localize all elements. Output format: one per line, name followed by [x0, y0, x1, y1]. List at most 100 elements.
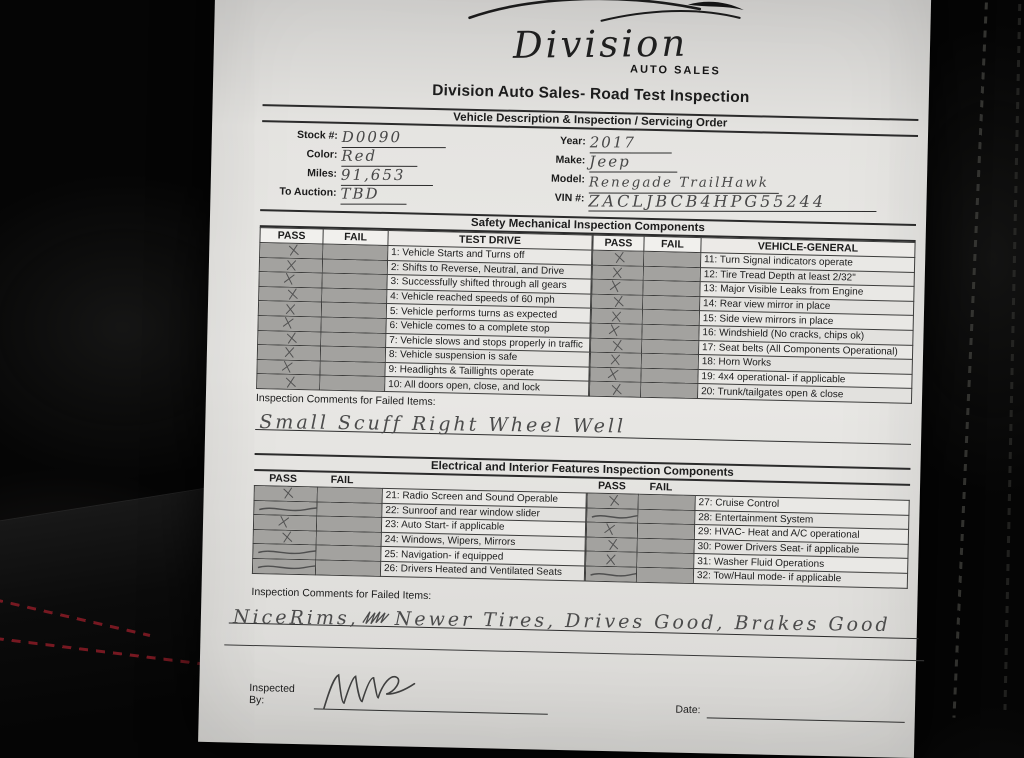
- fail-cell: [642, 309, 700, 326]
- vehicle-description-fields: Stock #: D0090 Color: Red Miles: 91,653 To …: [260, 125, 918, 216]
- pass-cell: [586, 493, 639, 509]
- pass-x-mark: [282, 488, 294, 500]
- not-applicable-squiggle-mark: [257, 504, 318, 516]
- pass-x-mark: [608, 539, 620, 551]
- pass-x-mark: [613, 296, 625, 308]
- inspected-by-label: Inspected By:: [248, 681, 295, 706]
- pass-x-mark: [281, 316, 295, 330]
- pass-x-mark: [280, 360, 294, 374]
- pass-x-mark: [285, 259, 297, 271]
- fail-cell: [315, 559, 381, 576]
- pass-cell: [252, 558, 316, 575]
- fail-cell: [640, 368, 699, 384]
- inspection-row: 28: Entertainment System: [586, 507, 909, 530]
- fail-cell: [316, 516, 382, 533]
- fail-cell: [317, 486, 383, 503]
- fail-cell: [322, 258, 388, 275]
- pass-cell: [256, 373, 320, 390]
- miles-value: 91,653: [340, 166, 433, 187]
- to-auction-value: TBD: [340, 185, 407, 205]
- comment-part-2: Newer Tires, Drives Good, Brakes Good: [394, 607, 891, 636]
- signature-row: Inspected By: Date:: [248, 661, 906, 723]
- safety-vehicle-general-table: PASS FAIL VEHICLE-GENERAL 11: Turn Signa…: [589, 235, 916, 404]
- fail-cell: [322, 244, 388, 261]
- pass-column-header: PASS: [592, 235, 645, 252]
- pass-x-mark: [603, 522, 617, 536]
- fail-cell: [321, 287, 387, 304]
- fail-cell: [643, 251, 701, 268]
- pass-x-mark: [276, 515, 290, 529]
- pass-cell: [589, 366, 642, 383]
- electrical-inspection-tables: 21: Radio Screen and Sound Operable 22: S…: [252, 485, 910, 588]
- inspection-row: 25: Navigation- if equipped: [252, 543, 585, 566]
- fail-cell: [636, 552, 694, 569]
- pass-cell: [257, 344, 321, 361]
- fail-cell: [319, 375, 385, 392]
- safety-test-drive-table: PASS FAIL TEST DRIVE 1: Vehicle Starts a…: [256, 227, 593, 397]
- fail-cell: [641, 353, 699, 370]
- pass-x-mark: [286, 288, 298, 300]
- pass-cell: [590, 352, 642, 369]
- fail-cell: [315, 545, 382, 562]
- pass-cell: [592, 264, 644, 281]
- pass-x-mark: [286, 332, 298, 344]
- brand-script-text: Division: [513, 21, 689, 67]
- fail-cell: [643, 265, 701, 282]
- scribble-crossout: [362, 610, 390, 624]
- vin-label: VIN #:: [554, 191, 585, 205]
- stock-number-label: Stock #:: [296, 128, 338, 142]
- pass-cell: [585, 551, 637, 568]
- fail-cell: [637, 508, 695, 525]
- miles-label: Miles:: [307, 167, 338, 180]
- stitched-seam: [1003, 0, 1022, 710]
- blank-writing-line: [224, 643, 925, 661]
- pass-cell: [591, 308, 643, 325]
- to-auction-label: To Auction:: [279, 185, 337, 199]
- pass-x-mark: [607, 367, 621, 381]
- fail-cell: [321, 273, 388, 290]
- not-applicable-squiggle-mark: [589, 570, 637, 581]
- pass-cell: [258, 286, 322, 303]
- pass-x-mark: [605, 553, 617, 565]
- pass-cell: [591, 279, 644, 296]
- pass-column-header: PASS: [259, 227, 324, 245]
- pass-cell: [257, 330, 321, 347]
- year-label: Year:: [559, 134, 586, 148]
- pass-cell: [256, 359, 321, 376]
- fail-cell: [316, 501, 383, 518]
- comment-part-1: NiceRims,: [232, 605, 359, 630]
- pass-x-mark: [284, 303, 296, 315]
- fail-cell: [320, 331, 386, 348]
- inspected-by-line: [313, 667, 549, 715]
- pass-x-mark: [614, 252, 626, 264]
- not-applicable-squiggle-mark: [590, 511, 638, 522]
- pass-x-mark: [612, 266, 624, 278]
- pass-cell: [585, 565, 637, 582]
- fail-cell: [642, 295, 700, 311]
- comments-writing-line: NiceRims, Newer Tires, Drives Good, Brake…: [228, 596, 920, 639]
- pass-column-header: PASS: [269, 472, 298, 485]
- fail-cell: [642, 280, 701, 297]
- pass-cell: [252, 543, 317, 560]
- pass-cell: [253, 514, 317, 531]
- fail-column-header: FAIL: [649, 480, 673, 494]
- pass-cell: [586, 522, 638, 538]
- pass-x-mark: [611, 383, 623, 395]
- inspection-form-paper: Division AUTO SALES Division Auto Sales-…: [198, 0, 932, 758]
- electrical-left-table: 21: Radio Screen and Sound Operable 22: S…: [252, 485, 587, 581]
- model-label: Model:: [550, 172, 586, 186]
- safety-inspection-tables: PASS FAIL TEST DRIVE 1: Vehicle Starts a…: [256, 227, 916, 404]
- fail-cell: [641, 338, 699, 355]
- year-value: 2017: [589, 133, 672, 154]
- fail-column-header: FAIL: [643, 236, 702, 253]
- stock-number-value: D0090: [341, 128, 446, 149]
- date-line: [706, 702, 906, 723]
- make-value: Jeep: [589, 152, 678, 173]
- pass-cell: [257, 315, 322, 332]
- pass-column-header: PASS: [597, 479, 627, 493]
- pass-cell: [258, 300, 322, 317]
- fail-column-header: FAIL: [330, 473, 354, 487]
- vin-value: ZACLJBCB4HPG55244: [588, 192, 877, 213]
- pass-x-mark: [281, 531, 293, 543]
- pass-x-mark: [285, 376, 297, 388]
